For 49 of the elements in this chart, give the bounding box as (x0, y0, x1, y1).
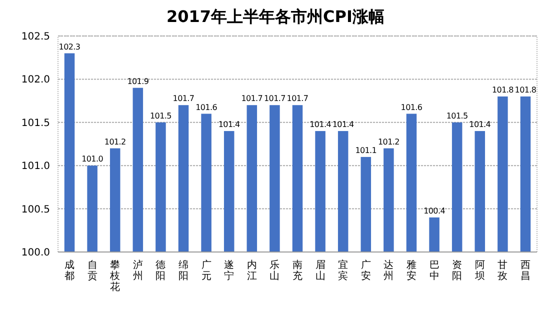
x-tick-label: 南充 (292, 259, 302, 282)
x-tick-label: 资阳 (452, 259, 462, 282)
y-tick-label: 101.0 (21, 161, 50, 172)
y-tick-label: 102.5 (21, 32, 50, 42)
data-label: 101.6 (400, 102, 422, 112)
x-tick-label: 乐山 (270, 259, 280, 282)
data-label: 102.3 (58, 42, 80, 52)
data-label: 101.8 (514, 85, 536, 94)
data-label: 101.8 (492, 85, 514, 94)
data-label: 101.7 (172, 94, 194, 104)
data-label: 101.4 (310, 120, 332, 130)
x-tick-label: 广安 (360, 259, 371, 282)
data-label: 101.4 (218, 120, 240, 130)
data-label: 101.5 (446, 111, 468, 120)
x-tick-label: 雅安 (406, 259, 416, 282)
chart-title: 2017年上半年各市州CPI涨幅 (166, 7, 384, 26)
x-tick-label: 自贡 (87, 259, 98, 282)
data-label: 101.5 (150, 111, 172, 120)
data-label: 101.4 (469, 120, 491, 130)
data-label: 101.1 (355, 146, 377, 155)
x-tick-label: 德阳 (156, 260, 166, 282)
x-tick-label: 达州 (384, 259, 394, 282)
data-label: 101.6 (196, 102, 218, 112)
x-tick-label: 成都 (64, 259, 75, 282)
x-tick-label: 广元 (201, 259, 212, 282)
data-label: 101.2 (378, 137, 400, 146)
x-tick-label: 泸州 (132, 259, 143, 282)
data-label: 101.2 (104, 137, 126, 146)
y-tick-label: 100.5 (21, 204, 50, 216)
x-tick-label: 遂宁 (224, 259, 234, 282)
x-tick-label: 巴中 (429, 260, 440, 282)
data-label: 101.7 (264, 94, 286, 104)
x-tick-label: 攀枝花 (109, 259, 120, 293)
y-tick-label: 102.0 (21, 74, 50, 86)
x-tick-label: 绵阳 (178, 259, 189, 282)
x-tick-label: 眉山 (315, 260, 326, 282)
data-label: 101.0 (82, 154, 104, 164)
data-label: 101.4 (332, 120, 354, 130)
data-label: 101.7 (241, 94, 263, 104)
data-label: 101.9 (127, 76, 149, 86)
x-tick-label: 甘孜 (498, 259, 508, 282)
x-tick-label: 阿坝 (474, 260, 485, 282)
data-label: 100.4 (424, 206, 446, 216)
data-label: 101.7 (286, 94, 308, 104)
y-tick-label: 100.0 (21, 248, 50, 258)
x-tick-label: 西昌 (520, 260, 530, 282)
x-tick-label: 宜宾 (338, 259, 348, 282)
y-tick-label: 101.5 (21, 118, 50, 129)
x-tick-label: 内江 (246, 259, 257, 282)
